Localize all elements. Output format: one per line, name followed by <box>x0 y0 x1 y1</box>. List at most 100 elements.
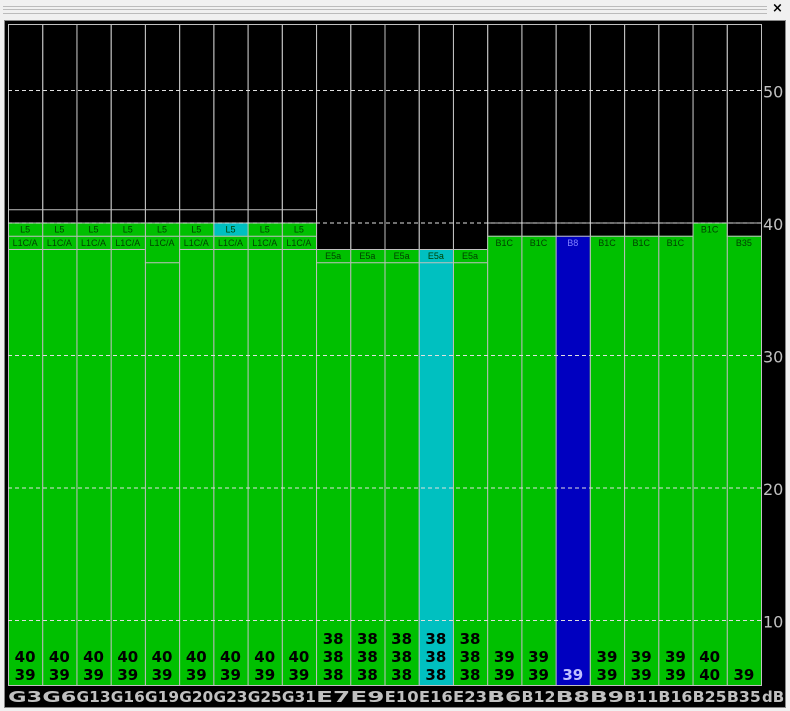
signal-label: L5 <box>225 225 235 235</box>
bar-B9 <box>589 235 625 685</box>
cn0-value: 40 <box>699 648 720 666</box>
signal-label: B1C <box>667 238 685 248</box>
satellite-label: G31 <box>282 688 316 706</box>
bar-highlight-segment <box>213 222 248 236</box>
signal-label: L1C/A <box>13 238 38 248</box>
title-bar[interactable] <box>3 6 767 14</box>
bar-B12 <box>521 235 556 685</box>
satellite-label: B16 <box>658 688 692 706</box>
cn0-value: 40 <box>220 648 241 666</box>
cn0-value: 39 <box>597 648 618 666</box>
satellite-label: B35 <box>727 688 761 706</box>
satellite-label: B6 <box>487 688 521 706</box>
signal-label: L5 <box>191 225 201 235</box>
y-tick-label: 20 <box>763 480 783 499</box>
signal-label: L1C/A <box>218 238 243 248</box>
cn0-value: 39 <box>528 666 549 684</box>
signal-label: L1C/A <box>184 238 209 248</box>
signal-label: L1C/A <box>286 238 311 248</box>
bar-B35 <box>726 235 761 685</box>
bar-E9 <box>350 249 385 685</box>
cn0-value: 39 <box>733 666 754 684</box>
bar-G16 <box>110 222 145 685</box>
signal-label: L1C/A <box>47 238 72 248</box>
satellite-label: E9 <box>350 688 384 706</box>
signal-label: L5 <box>157 225 167 235</box>
signal-label: E5a <box>462 251 478 261</box>
cn0-value: 40 <box>152 648 173 666</box>
cn0-value: 39 <box>220 666 241 684</box>
bar-G19 <box>144 222 180 685</box>
satellite-label: G6 <box>42 688 76 706</box>
satellite-label: G16 <box>111 688 145 706</box>
cn0-value: 38 <box>323 666 344 684</box>
bar-E10 <box>384 249 419 685</box>
cn0-value: 39 <box>665 648 686 666</box>
cn0-value: 40 <box>15 648 36 666</box>
satellite-label: B25 <box>693 688 727 706</box>
cn0-value: 40 <box>186 648 207 666</box>
bar-B16 <box>658 235 693 685</box>
cn0-value: 40 <box>254 648 275 666</box>
signal-label: L5 <box>54 225 64 235</box>
cn0-value: 38 <box>391 648 412 666</box>
signal-label: L5 <box>89 225 99 235</box>
cn0-value: 38 <box>357 666 378 684</box>
bar-G31 <box>281 222 317 685</box>
cn0-value: 39 <box>665 666 686 684</box>
bar-G3 <box>8 222 43 685</box>
cn0-value: 38 <box>323 630 344 648</box>
cn0-value: 39 <box>254 666 275 684</box>
cn0-value: 38 <box>357 648 378 666</box>
bar-G23 <box>213 222 248 685</box>
satellite-label: G19 <box>145 688 179 706</box>
bar-G13 <box>76 222 111 685</box>
signal-label: B1C <box>598 238 616 248</box>
cn0-value: 39 <box>494 666 515 684</box>
satellite-label: B12 <box>522 688 556 706</box>
signal-label: L5 <box>260 225 270 235</box>
cn0-value: 38 <box>460 648 481 666</box>
cn0-value: 38 <box>425 630 446 648</box>
signal-label: B1C <box>632 238 650 248</box>
signal-label: L5 <box>20 225 30 235</box>
cn0-value: 39 <box>288 666 309 684</box>
satellite-label: G20 <box>179 688 213 706</box>
y-tick-label: 40 <box>763 215 783 234</box>
cn0-value: 38 <box>460 630 481 648</box>
cn0-value: 38 <box>425 666 446 684</box>
satellite-label: E7 <box>316 688 350 706</box>
cn0-value: 40 <box>699 666 720 684</box>
cn0-value: 39 <box>117 666 138 684</box>
satellite-label: G25 <box>248 688 282 706</box>
signal-label: B1C <box>530 238 548 248</box>
cn0-value: 39 <box>49 666 70 684</box>
y-tick-label: 50 <box>763 83 783 102</box>
signal-label: L5 <box>123 225 133 235</box>
signal-label: L1C/A <box>252 238 277 248</box>
cn0-value: 39 <box>15 666 36 684</box>
signal-label: B1C <box>496 238 514 248</box>
cn0-value: 39 <box>83 666 104 684</box>
bar-G6 <box>42 222 77 685</box>
y-tick-label: 30 <box>763 348 783 367</box>
satellite-label: G3 <box>8 688 42 706</box>
close-button[interactable]: × <box>772 1 783 16</box>
bar-B25 <box>692 222 727 685</box>
satellite-label: B11 <box>624 688 658 706</box>
cn0-value: 39 <box>528 648 549 666</box>
bar-B6 <box>487 235 522 685</box>
signal-label: E5a <box>359 251 375 261</box>
signal-label: B8 <box>567 238 578 248</box>
signal-label: E5a <box>428 251 444 261</box>
satellite-label: B8 <box>556 688 590 706</box>
signal-label: L1C/A <box>150 238 175 248</box>
bar-E23 <box>452 249 488 685</box>
cn0-value: 39 <box>631 666 652 684</box>
bar-E16 <box>418 249 453 685</box>
signal-label: L1C/A <box>115 238 140 248</box>
cn0-value: 38 <box>323 648 344 666</box>
cn0-value: 39 <box>494 648 515 666</box>
cn0-value: 40 <box>83 648 104 666</box>
